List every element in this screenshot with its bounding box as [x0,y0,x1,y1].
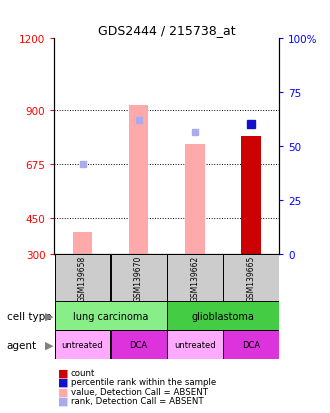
Bar [223,330,279,359]
Bar [167,301,279,330]
Bar [167,254,223,301]
Bar [129,106,149,254]
Text: agent: agent [7,340,37,350]
Bar [185,144,205,254]
Bar [54,330,111,359]
Text: ■: ■ [58,387,68,396]
Bar [54,254,111,301]
Text: rank, Detection Call = ABSENT: rank, Detection Call = ABSENT [71,396,204,406]
Text: ▶: ▶ [45,340,53,350]
Bar [54,301,167,330]
Bar [241,137,261,254]
Text: lung carcinoma: lung carcinoma [73,311,148,321]
Bar [111,330,167,359]
Text: DCA: DCA [242,340,260,349]
Bar [111,254,167,301]
Text: untreated: untreated [174,340,215,349]
Text: GSM139658: GSM139658 [78,255,87,301]
Text: ■: ■ [58,368,68,377]
Text: DCA: DCA [130,340,148,349]
Text: ▶: ▶ [45,311,53,321]
Text: ■: ■ [58,396,68,406]
Text: GSM139670: GSM139670 [134,254,143,301]
Text: cell type: cell type [7,311,51,321]
Text: glioblastoma: glioblastoma [191,311,254,321]
Text: value, Detection Call = ABSENT: value, Detection Call = ABSENT [71,387,208,396]
Text: GSM139662: GSM139662 [190,255,199,301]
Bar [73,233,92,254]
Bar [223,254,279,301]
Text: count: count [71,368,95,377]
Bar [167,330,223,359]
Text: percentile rank within the sample: percentile rank within the sample [71,377,216,387]
Title: GDS2444 / 215738_at: GDS2444 / 215738_at [98,24,236,37]
Text: untreated: untreated [62,340,103,349]
Text: GSM139665: GSM139665 [246,254,255,301]
Text: ■: ■ [58,377,68,387]
